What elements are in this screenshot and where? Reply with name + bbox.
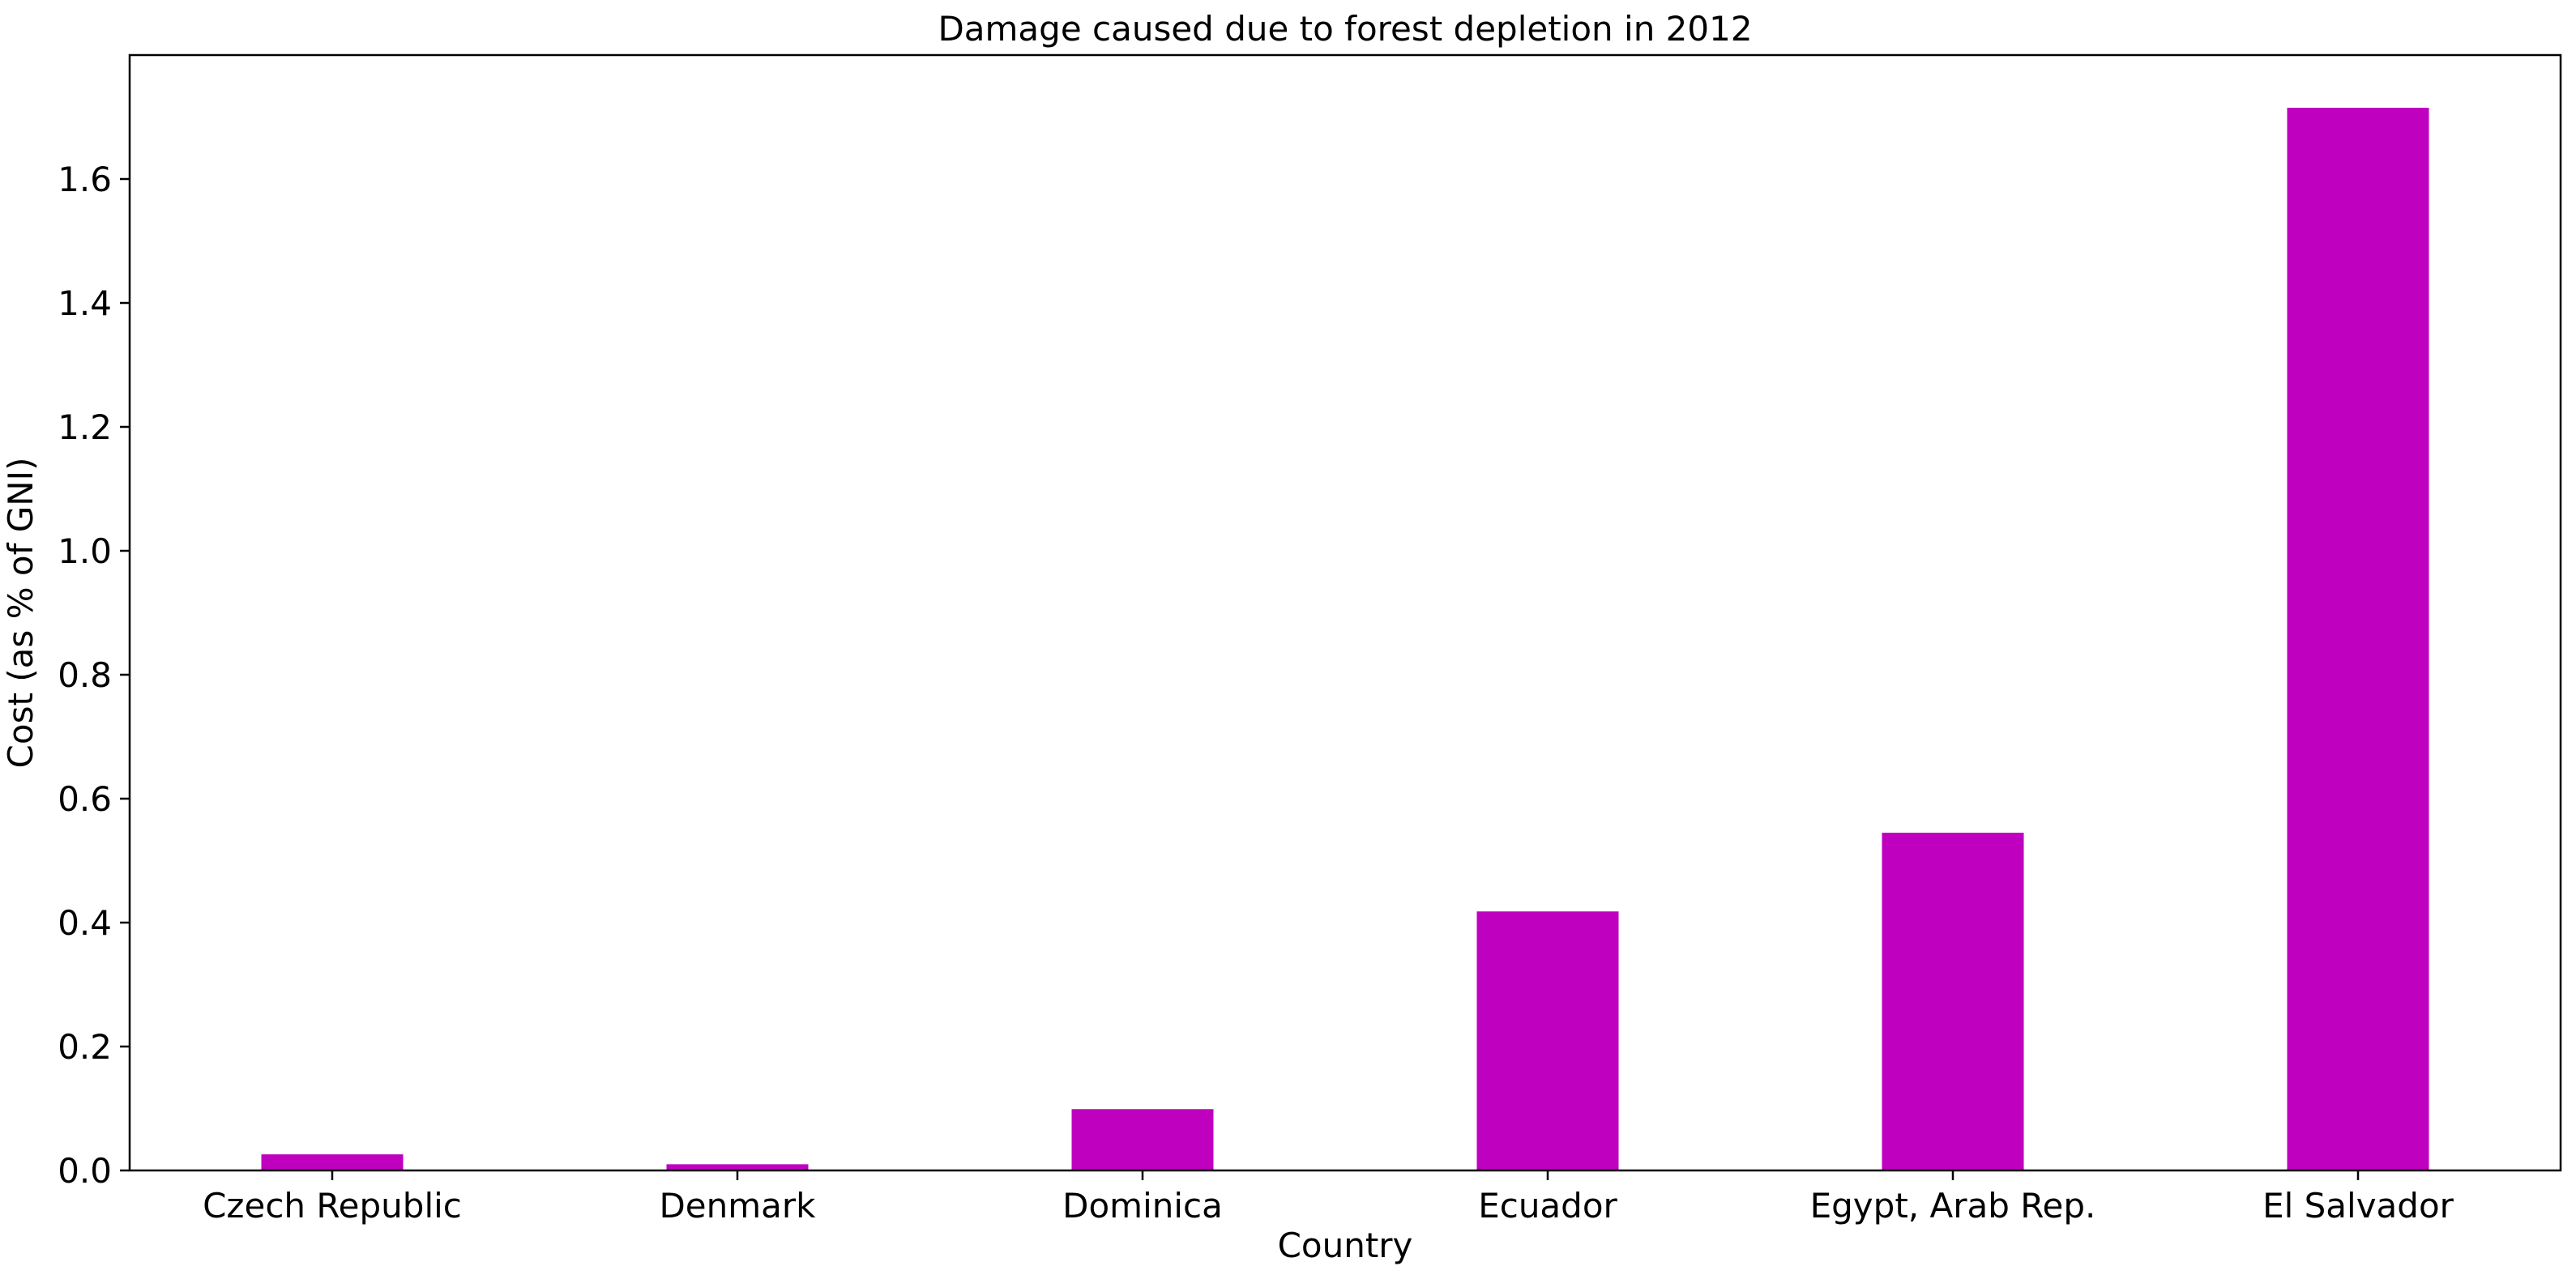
x-tick-label: Egypt, Arab Rep. — [1810, 1186, 2096, 1226]
plot-frame — [128, 53, 2562, 1172]
x-axis-ticks: Czech Republic Denmark Dominica Ecuador Egyp… — [203, 1170, 2454, 1226]
bar-dominica — [1071, 1109, 1214, 1170]
y-tick-label: 1.6 — [58, 160, 112, 199]
chart-title: Damage caused due to forest depletion in… — [938, 9, 1752, 49]
y-tick-label: 0.6 — [58, 779, 112, 819]
bar-ecuador — [1476, 911, 1619, 1170]
y-tick-label: 1.4 — [58, 284, 112, 323]
bar-czech-republic — [261, 1154, 404, 1170]
y-tick-label: 1.0 — [58, 531, 112, 571]
x-tick-label: Dominica — [1062, 1186, 1223, 1226]
x-tick-label: Czech Republic — [203, 1186, 462, 1226]
x-tick-label: Denmark — [659, 1186, 816, 1226]
bar-el-salvador — [2287, 108, 2429, 1170]
bars-group — [261, 108, 2429, 1170]
y-tick-label: 0.2 — [58, 1027, 112, 1067]
bar-egypt-arab-rep — [1882, 833, 2024, 1170]
y-axis-title: Cost (as % of GNI) — [1, 458, 41, 769]
x-tick-label: Ecuador — [1478, 1186, 1617, 1226]
x-tick-label: El Salvador — [2262, 1186, 2454, 1226]
bar-denmark — [666, 1164, 809, 1170]
y-tick-label: 0.8 — [58, 655, 112, 695]
y-axis-ticks: 0.0 0.2 0.4 0.6 0.8 1.0 1.2 1.4 1.6 — [58, 160, 130, 1191]
x-axis-title: Country — [1278, 1226, 1413, 1265]
y-tick-label: 0.4 — [58, 903, 112, 943]
y-tick-label: 1.2 — [58, 407, 112, 447]
y-tick-label: 0.0 — [58, 1151, 112, 1191]
